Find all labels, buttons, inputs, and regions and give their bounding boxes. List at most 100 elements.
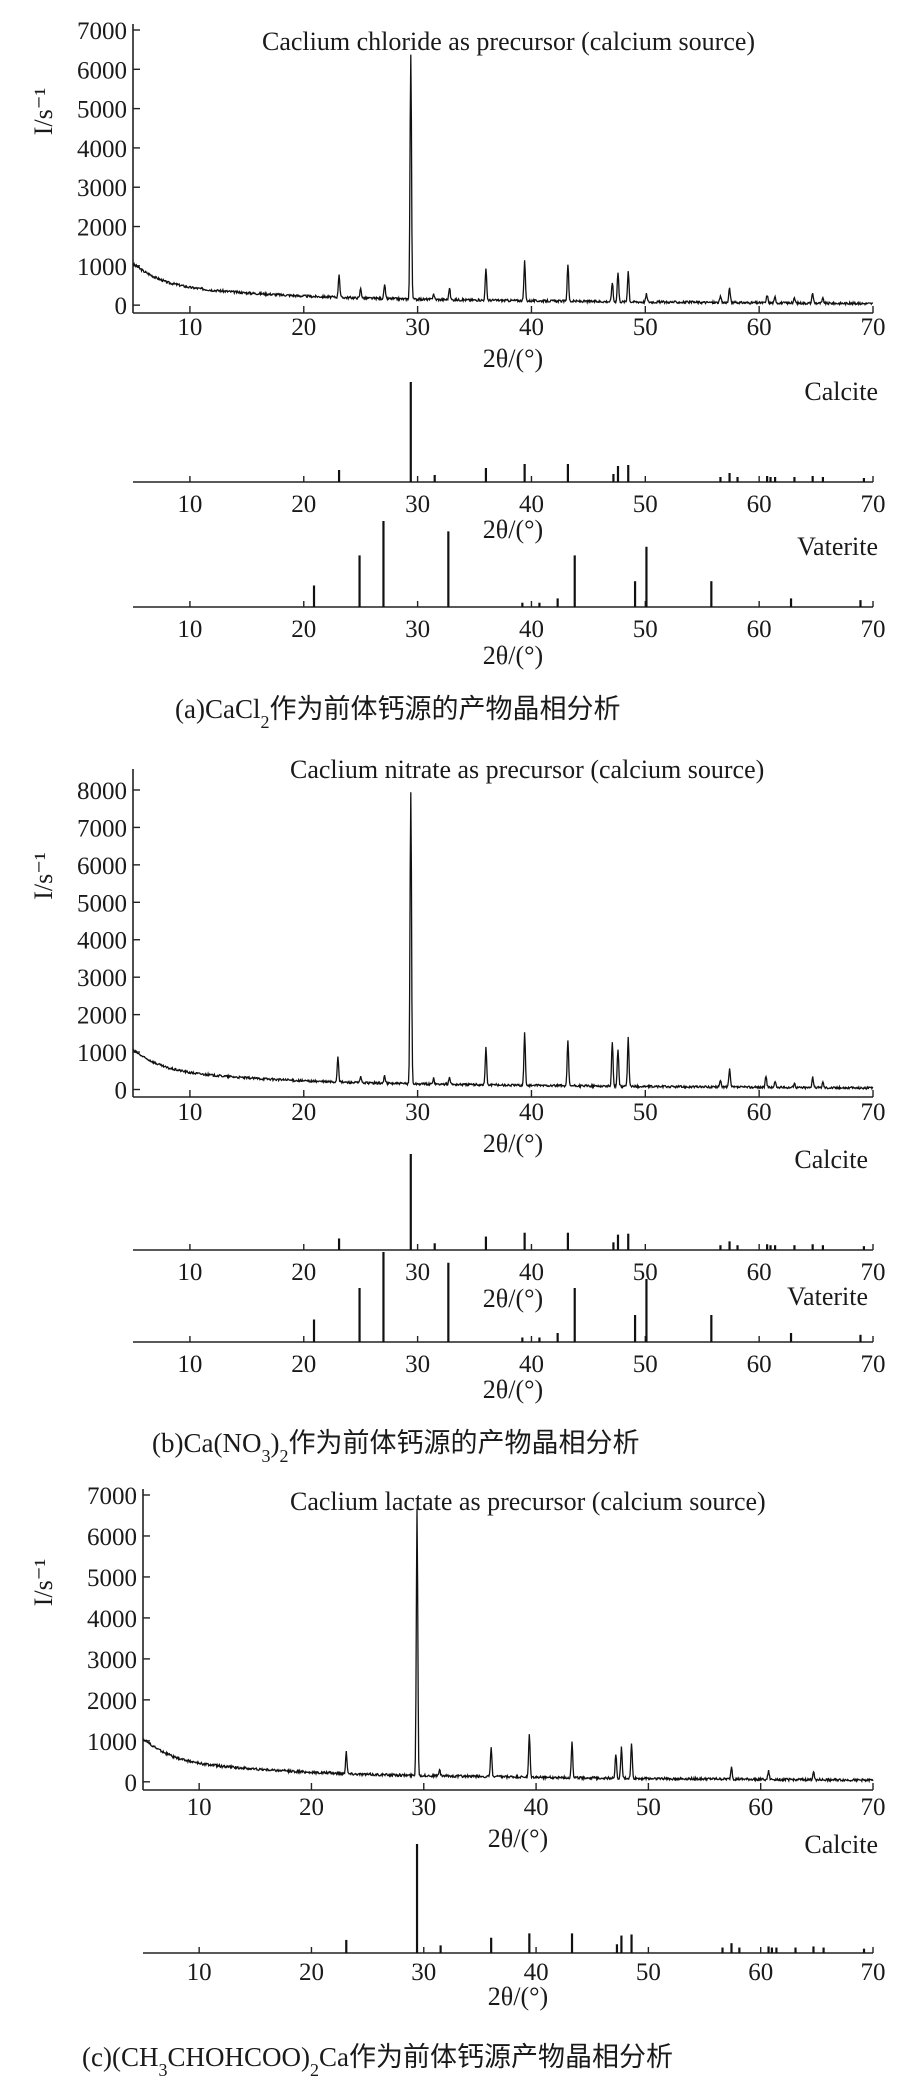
- y-tick-label: 2000: [87, 1688, 137, 1715]
- y-tick-label: 5000: [77, 97, 127, 124]
- y-tick-label: 1000: [87, 1729, 137, 1756]
- caption-b: (b)Ca(NO3)2作为前体钙源的产物晶相分析: [152, 1428, 639, 1466]
- chart-panel-a-2: 10 20 30 40 50 60 70 Vaterite 2θ/(°): [133, 521, 886, 670]
- x-tick-label: 30: [411, 1959, 436, 1986]
- x-axis-title: 2θ/(°): [483, 1375, 543, 1404]
- x-tick-label: 10: [177, 616, 202, 643]
- chart-panel-b-3: 0 1000 2000 3000 4000 5000 6000 7000 8000 10 20 30 4…: [29, 755, 886, 1158]
- y-tick-label: 1000: [77, 1040, 127, 1067]
- x-tick-label: 70: [861, 1351, 886, 1378]
- x-tick-label: 20: [291, 491, 316, 518]
- x-tick-label: 10: [177, 314, 202, 341]
- x-axis-title: 2θ/(°): [483, 1284, 543, 1313]
- x-tick-label: 20: [299, 1794, 324, 1821]
- x-tick-label: 20: [299, 1959, 324, 1986]
- x-tick-label: 70: [861, 491, 886, 518]
- y-tick-label: 0: [115, 293, 128, 320]
- x-tick-label: 20: [291, 1351, 316, 1378]
- x-tick-label: 10: [177, 1099, 202, 1126]
- x-axis-title: 2θ/(°): [483, 1129, 543, 1158]
- x-tick-label: 50: [633, 491, 658, 518]
- x-tick-label: 60: [747, 1259, 772, 1286]
- x-tick-label: 60: [748, 1794, 773, 1821]
- x-tick-label: 50: [636, 1959, 661, 1986]
- x-tick-label: 70: [861, 1959, 886, 1986]
- x-tick-label: 40: [519, 616, 544, 643]
- y-tick-label: 2000: [77, 215, 127, 242]
- y-tick-label: 5000: [77, 890, 127, 917]
- plot-title: Caclium nitrate as precursor (calcium so…: [290, 755, 764, 784]
- x-tick-label: 60: [747, 314, 772, 341]
- y-tick-label: 8000: [77, 778, 127, 805]
- x-tick-label: 60: [747, 491, 772, 518]
- x-tick-label: 50: [633, 1351, 658, 1378]
- chart-panel-a-0: 0 1000 2000 3000 4000 5000 6000 7000 10 20 30 40 50 6…: [29, 18, 886, 373]
- reference-phase-name: Calcite: [794, 1145, 868, 1174]
- reference-phase-name: Calcite: [804, 377, 878, 406]
- x-tick-label: 40: [519, 1259, 544, 1286]
- x-tick-label: 50: [633, 1259, 658, 1286]
- y-axis-title: I/s⁻¹: [29, 88, 58, 136]
- x-tick-label: 70: [861, 314, 886, 341]
- x-tick-label: 50: [633, 616, 658, 643]
- plot-title: Caclium lactate as precursor (calcium so…: [290, 1487, 766, 1516]
- xrd-trace: [142, 1508, 874, 1784]
- x-tick-label: 40: [519, 1351, 544, 1378]
- x-tick-label: 40: [524, 1794, 549, 1821]
- x-tick-label: 30: [405, 616, 430, 643]
- x-tick-label: 60: [748, 1959, 773, 1986]
- x-tick-label: 30: [405, 491, 430, 518]
- x-tick-label: 50: [633, 1099, 658, 1126]
- chart-panel-c-6: 0 1000 2000 3000 4000 5000 6000 7000 10 20 30 40 50 6…: [29, 1483, 886, 1853]
- y-tick-label: 6000: [77, 57, 127, 84]
- y-tick-label: 7000: [77, 815, 127, 842]
- chart-panel-b-4: 10 20 30 40 50 60 70 Calcite 2θ/(°): [133, 1145, 886, 1313]
- x-tick-label: 40: [519, 314, 544, 341]
- x-tick-label: 60: [747, 1351, 772, 1378]
- caption-a: (a)CaCl2作为前体钙源的产物晶相分析: [175, 694, 620, 732]
- y-tick-label: 5000: [87, 1565, 137, 1592]
- y-tick-label: 6000: [87, 1524, 137, 1551]
- x-tick-label: 30: [405, 1099, 430, 1126]
- x-tick-label: 10: [177, 1351, 202, 1378]
- y-tick-label: 4000: [87, 1606, 137, 1633]
- y-tick-label: 7000: [77, 18, 127, 45]
- y-tick-label: 3000: [77, 965, 127, 992]
- xrd-trace: [132, 792, 874, 1091]
- y-tick-label: 6000: [77, 853, 127, 880]
- x-axis-title: 2θ/(°): [483, 641, 543, 670]
- x-tick-label: 70: [861, 616, 886, 643]
- x-tick-label: 10: [187, 1794, 212, 1821]
- xrd-trace: [132, 54, 874, 307]
- y-tick-label: 7000: [87, 1483, 137, 1510]
- plot-title: Caclium chloride as precursor (calcium s…: [262, 27, 755, 56]
- x-tick-label: 30: [411, 1794, 436, 1821]
- x-tick-label: 20: [291, 314, 316, 341]
- x-tick-label: 10: [187, 1959, 212, 1986]
- caption-c: (c)(CH3CHOHCOO)2Ca作为前体钙源产物晶相分析: [82, 2042, 673, 2080]
- reference-phase-name: Vaterite: [797, 532, 878, 561]
- y-tick-label: 3000: [87, 1647, 137, 1674]
- y-tick-label: 0: [115, 1078, 128, 1105]
- y-axis-title: I/s⁻¹: [29, 852, 58, 900]
- reference-phase-name: Vaterite: [787, 1282, 868, 1311]
- x-tick-label: 30: [405, 1351, 430, 1378]
- x-tick-label: 70: [861, 1794, 886, 1821]
- x-tick-label: 20: [291, 1259, 316, 1286]
- chart-panel-a-1: 10 20 30 40 50 60 70 Calcite 2θ/(°): [133, 377, 886, 544]
- y-tick-label: 4000: [77, 928, 127, 955]
- x-tick-label: 70: [861, 1259, 886, 1286]
- x-tick-label: 20: [291, 616, 316, 643]
- x-tick-label: 50: [633, 314, 658, 341]
- y-tick-label: 0: [125, 1770, 138, 1797]
- x-axis-title: 2θ/(°): [483, 344, 543, 373]
- x-tick-label: 40: [524, 1959, 549, 1986]
- y-tick-label: 1000: [77, 254, 127, 281]
- x-tick-label: 30: [405, 1259, 430, 1286]
- x-axis-title: 2θ/(°): [483, 515, 543, 544]
- x-tick-label: 40: [519, 491, 544, 518]
- x-tick-label: 30: [405, 314, 430, 341]
